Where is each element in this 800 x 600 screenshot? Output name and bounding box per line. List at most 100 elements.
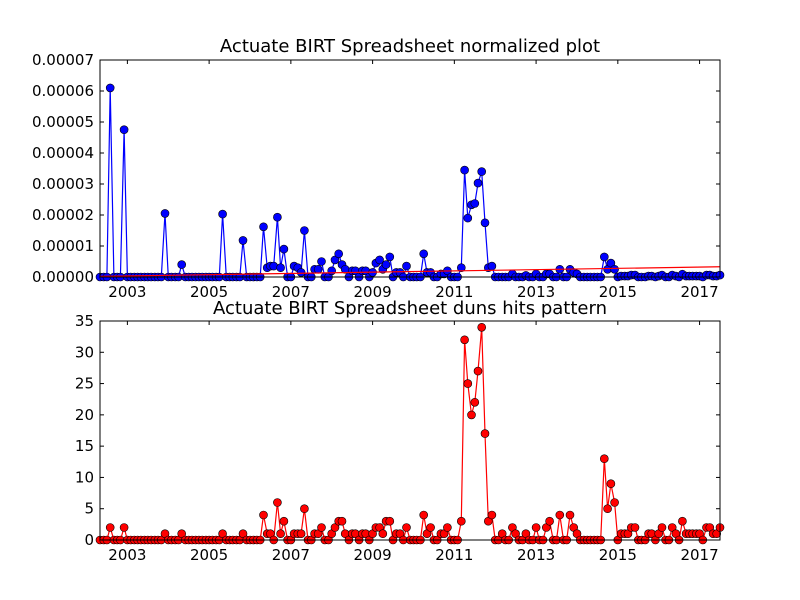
normalized-plot-frame [99,59,721,278]
normalized-plot-point [238,236,248,245]
duns-hits-point [565,510,575,520]
duns-hits-title: Actuate BIRT Spreadsheet duns hits patte… [213,298,607,319]
duns-hits-point [259,510,268,520]
normalized-plot-point [334,249,344,259]
duns-hits-point [177,529,186,539]
duns-hits-xtick-label: 2009 [354,546,392,564]
duns-hits-point [463,379,473,388]
duns-hits-point [603,504,612,514]
duns-hits-point [487,510,497,520]
duns-hits-point [273,498,282,507]
normalized-plot-point [177,260,186,269]
normalized-plot-point [463,213,473,223]
normalized-plot-point [599,252,609,262]
normalized-plot-point [460,165,469,175]
duns-hits-xtick-label: 2003 [108,546,146,564]
normalized-plot-point [317,257,326,266]
normalized-plot-point [606,258,616,268]
normalized-plot-ytick-label: 0.00003 [32,175,94,193]
duns-hits-point [119,523,129,532]
duns-hits-ytick-label: 35 [75,312,94,330]
normalized-plot-point [160,209,170,218]
normalized-plot-point [419,249,429,259]
normalized-plot-point [327,266,337,276]
normalized-plot-point [477,167,487,176]
normalized-plot-point [375,255,384,265]
duns-hits-point [385,516,395,526]
normalized-plot-panel: Actuate BIRT Spreadsheet normalized plot… [32,36,725,301]
normalized-plot-point [487,261,497,271]
duns-hits-point [337,516,347,526]
duns-hits-point [657,523,667,532]
duns-hits-point [531,523,541,532]
normalized-plot-ytick-label: 0.00005 [32,113,94,131]
duns-hits-point [419,510,429,520]
duns-hits-point [300,504,309,514]
duns-hits-point [296,529,306,539]
duns-hits-ticks: 0 5 10 15 20 25 30 35 2003 2005 2007 2009 2011 2013 20… [75,312,720,564]
normalized-plot-point [105,83,115,93]
normalized-plot-xtick-label: 2007 [272,283,310,301]
normalized-plot-point [470,199,480,208]
normalized-plot-ytick-label: 0.00001 [32,237,94,255]
duns-hits-frame [99,320,721,541]
duns-hits-point [460,335,469,345]
normalized-plot-xtick-label: 2005 [190,283,228,301]
duns-hits-point [480,429,490,438]
duns-hits-point [218,529,227,539]
duns-hits-point [555,510,565,520]
normalized-plot-point [218,209,227,219]
duns-hits-point [279,516,289,526]
normalized-plot-point [610,264,619,274]
duns-hits-point [105,523,115,532]
duns-hits-xtick-label: 2015 [599,546,637,564]
duns-hits-point [678,516,687,526]
duns-hits-xtick-label: 2013 [517,546,555,564]
duns-hits-point [317,523,326,532]
duns-hits-ytick-label: 20 [75,406,94,424]
duns-hits-point [473,366,483,376]
duns-hits-panel: Actuate BIRT Spreadsheet duns hits patte… [75,298,725,564]
duns-hits-point [545,516,554,526]
normalized-plot-title: Actuate BIRT Spreadsheet normalized plot [220,36,600,57]
duns-hits-point [477,322,487,332]
normalized-plot-point [279,244,289,254]
normalized-plot-point [480,218,490,228]
duns-hits-ytick-label: 15 [75,437,94,455]
normalized-plot-xtick-label: 2015 [599,283,637,301]
duns-hits-point [378,529,388,539]
normalized-plot-ticks: 0.00000 0.00001 0.00002 0.00003 0.00004 0.000… [32,51,720,301]
normalized-plot-ytick-label: 0.00004 [32,144,94,162]
duns-hits-point [470,397,480,407]
duns-hits-point [276,529,285,539]
duns-hits-point [630,523,640,532]
duns-hits-ytick-label: 5 [84,500,94,518]
normalized-plot-ytick-label: 0.00000 [32,268,94,286]
normalized-plot-xtick-label: 2003 [108,283,146,301]
normalized-plot-point [456,263,466,273]
normalized-plot-point [119,125,129,134]
duns-hits-ytick-label: 30 [75,343,94,361]
normalized-plot-point [313,264,323,274]
duns-hits-ytick-label: 0 [84,531,94,549]
normalized-plot-point [296,268,306,277]
normalized-plot-ytick-label: 0.00007 [32,51,94,69]
normalized-plot-point [300,226,309,235]
duns-hits-point [426,523,435,532]
duns-hits-point [443,523,452,532]
duns-hits-xtick-label: 2007 [272,546,310,564]
normalized-plot-point [273,212,282,222]
duns-hits-point [606,479,616,489]
normalized-plot-xtick-label: 2011 [435,283,473,301]
duns-hits-point [402,523,411,532]
normalized-plot-ytick-label: 0.00006 [32,82,94,100]
normalized-plot-point [276,263,285,273]
normalized-plot-point [259,222,268,232]
normalized-plot-trend-line [99,266,721,277]
duns-hits-point [667,523,677,532]
duns-hits-point [610,498,619,507]
normalized-plot-point [402,261,411,271]
duns-hits-point [238,529,248,539]
